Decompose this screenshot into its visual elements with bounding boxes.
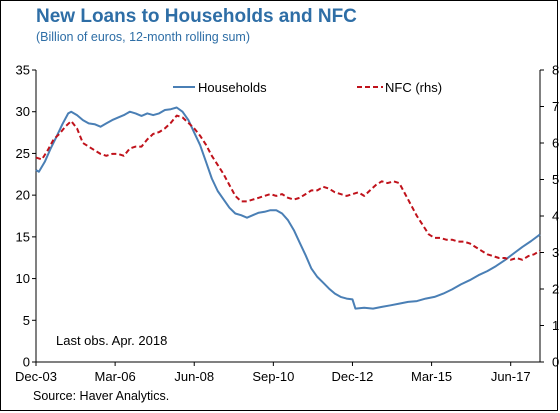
y-right-tick-label: 1	[552, 318, 559, 333]
x-tick-label: Sep-10	[252, 369, 294, 384]
y-right-tick-label: 3	[552, 245, 559, 260]
households-series-line	[35, 106, 541, 310]
y-right-tick-label: 2	[552, 282, 559, 297]
x-tick-label: Jun-08	[174, 369, 214, 384]
y-left-tick-label: 25	[16, 146, 30, 161]
y-left-tick-label: 10	[16, 271, 30, 286]
y-right-tick-label: 6	[552, 136, 559, 151]
legend-nfc-label: NFC (rhs)	[385, 80, 442, 95]
x-tick-label: Dec-12	[332, 369, 374, 384]
x-tick-label: Mar-15	[411, 369, 452, 384]
x-tick-label: Jun-17	[491, 369, 531, 384]
chart-title: New Loans to Households and NFC	[36, 6, 357, 27]
y-left-tick-label: 5	[23, 313, 30, 328]
y-left-tick-label: 0	[23, 355, 30, 370]
y-right-tick-label: 4	[552, 209, 559, 224]
x-tick-label: Mar-06	[95, 369, 136, 384]
nfc-series-line	[35, 114, 541, 261]
chart-subtitle: (Billion of euros, 12-month rolling sum)	[36, 30, 250, 44]
y-right-tick-label: 8	[552, 63, 559, 78]
source-note: Source: Haver Analytics.	[33, 389, 170, 403]
y-left-tick-label: 20	[16, 188, 30, 203]
y-right-tick-label: 5	[552, 172, 559, 187]
y-left-tick-label: 15	[16, 229, 30, 244]
y-right-tick-label: 0	[552, 355, 559, 370]
y-left-tick-label: 30	[16, 104, 30, 119]
legend-households-label: Households	[198, 80, 267, 95]
last-observation-note: Last obs. Apr. 2018	[56, 333, 167, 348]
y-left-tick-label: 35	[16, 63, 30, 78]
x-tick-label: Dec-03	[15, 369, 57, 384]
y-right-tick-label: 7	[552, 99, 559, 114]
